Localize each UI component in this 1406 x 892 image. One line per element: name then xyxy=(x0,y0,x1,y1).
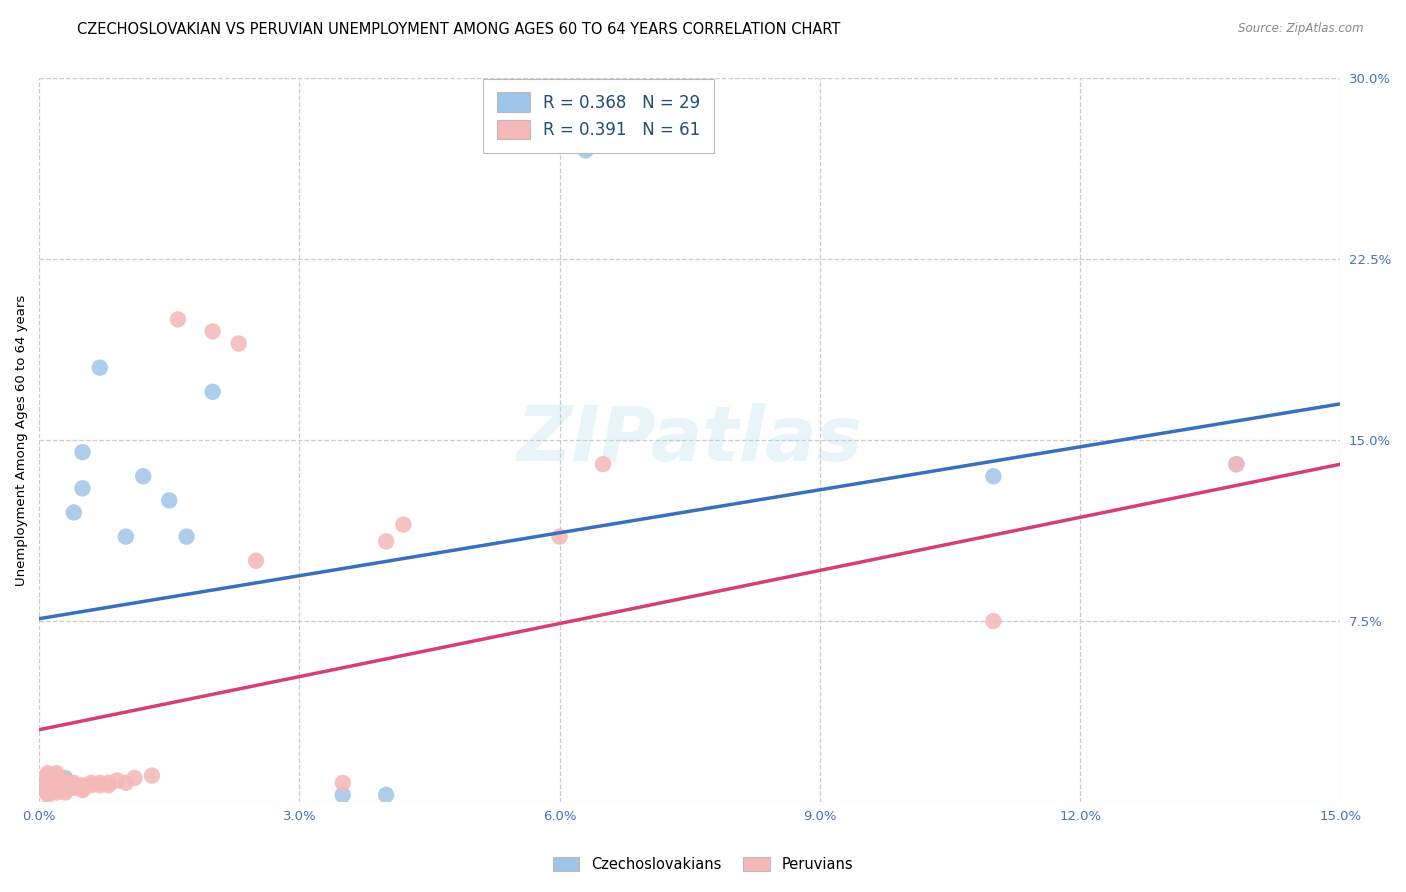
Point xyxy=(89,778,111,792)
Point xyxy=(72,778,94,792)
Point xyxy=(37,771,59,785)
Point xyxy=(45,771,67,785)
Point xyxy=(62,780,84,795)
Point xyxy=(245,554,267,568)
Legend: R = 0.368   N = 29, R = 0.391   N = 61: R = 0.368 N = 29, R = 0.391 N = 61 xyxy=(484,79,714,153)
Text: ZIPatlas: ZIPatlas xyxy=(517,403,863,477)
Point xyxy=(53,773,76,788)
Point xyxy=(332,788,354,802)
Point xyxy=(45,771,67,785)
Point xyxy=(37,773,59,788)
Y-axis label: Unemployment Among Ages 60 to 64 years: Unemployment Among Ages 60 to 64 years xyxy=(15,294,28,586)
Point xyxy=(105,773,128,788)
Point xyxy=(228,336,250,351)
Point xyxy=(53,771,76,785)
Point xyxy=(37,780,59,795)
Point xyxy=(53,773,76,788)
Point xyxy=(983,614,1005,628)
Point xyxy=(37,783,59,797)
Point xyxy=(53,778,76,792)
Point xyxy=(89,360,111,375)
Point xyxy=(62,778,84,792)
Point xyxy=(1225,457,1247,471)
Point xyxy=(37,773,59,788)
Point xyxy=(37,778,59,792)
Point xyxy=(983,469,1005,483)
Point xyxy=(201,325,224,339)
Point xyxy=(37,771,59,785)
Point xyxy=(37,783,59,797)
Point xyxy=(45,773,67,788)
Point xyxy=(37,780,59,795)
Point xyxy=(45,768,67,782)
Point xyxy=(72,783,94,797)
Point xyxy=(62,776,84,790)
Point xyxy=(45,773,67,788)
Point xyxy=(37,785,59,799)
Point xyxy=(375,534,398,549)
Point xyxy=(37,778,59,792)
Point xyxy=(45,778,67,792)
Point xyxy=(45,778,67,792)
Point xyxy=(53,776,76,790)
Point xyxy=(53,776,76,790)
Point xyxy=(141,768,163,782)
Point xyxy=(37,768,59,782)
Point xyxy=(37,776,59,790)
Point xyxy=(62,506,84,520)
Point xyxy=(132,469,155,483)
Point xyxy=(53,780,76,795)
Point xyxy=(592,457,614,471)
Point xyxy=(201,384,224,399)
Point xyxy=(45,783,67,797)
Point xyxy=(53,783,76,797)
Point xyxy=(115,530,138,544)
Point xyxy=(97,776,120,790)
Point xyxy=(167,312,190,326)
Point xyxy=(97,778,120,792)
Point xyxy=(375,788,398,802)
Point xyxy=(45,776,67,790)
Point xyxy=(45,780,67,795)
Point xyxy=(37,780,59,795)
Point xyxy=(37,768,59,782)
Point xyxy=(332,776,354,790)
Point xyxy=(37,771,59,785)
Point xyxy=(45,766,67,780)
Point xyxy=(80,776,103,790)
Point xyxy=(37,776,59,790)
Point xyxy=(176,530,198,544)
Point xyxy=(53,785,76,799)
Text: CZECHOSLOVAKIAN VS PERUVIAN UNEMPLOYMENT AMONG AGES 60 TO 64 YEARS CORRELATION C: CZECHOSLOVAKIAN VS PERUVIAN UNEMPLOYMENT… xyxy=(77,22,841,37)
Point xyxy=(37,776,59,790)
Point xyxy=(37,785,59,799)
Point xyxy=(53,780,76,795)
Point xyxy=(37,778,59,792)
Point xyxy=(89,776,111,790)
Point xyxy=(37,788,59,802)
Point xyxy=(575,144,598,158)
Point xyxy=(1225,457,1247,471)
Legend: Czechoslovakians, Peruvians: Czechoslovakians, Peruvians xyxy=(547,851,859,878)
Point xyxy=(45,776,67,790)
Point xyxy=(37,773,59,788)
Point xyxy=(37,766,59,780)
Point xyxy=(72,481,94,495)
Point xyxy=(157,493,180,508)
Point xyxy=(80,778,103,792)
Point xyxy=(45,785,67,799)
Point xyxy=(72,780,94,795)
Point xyxy=(37,783,59,797)
Point xyxy=(124,771,146,785)
Point xyxy=(72,445,94,459)
Point xyxy=(115,776,138,790)
Text: Source: ZipAtlas.com: Source: ZipAtlas.com xyxy=(1239,22,1364,36)
Point xyxy=(548,530,571,544)
Point xyxy=(45,783,67,797)
Point xyxy=(45,783,67,797)
Point xyxy=(392,517,415,532)
